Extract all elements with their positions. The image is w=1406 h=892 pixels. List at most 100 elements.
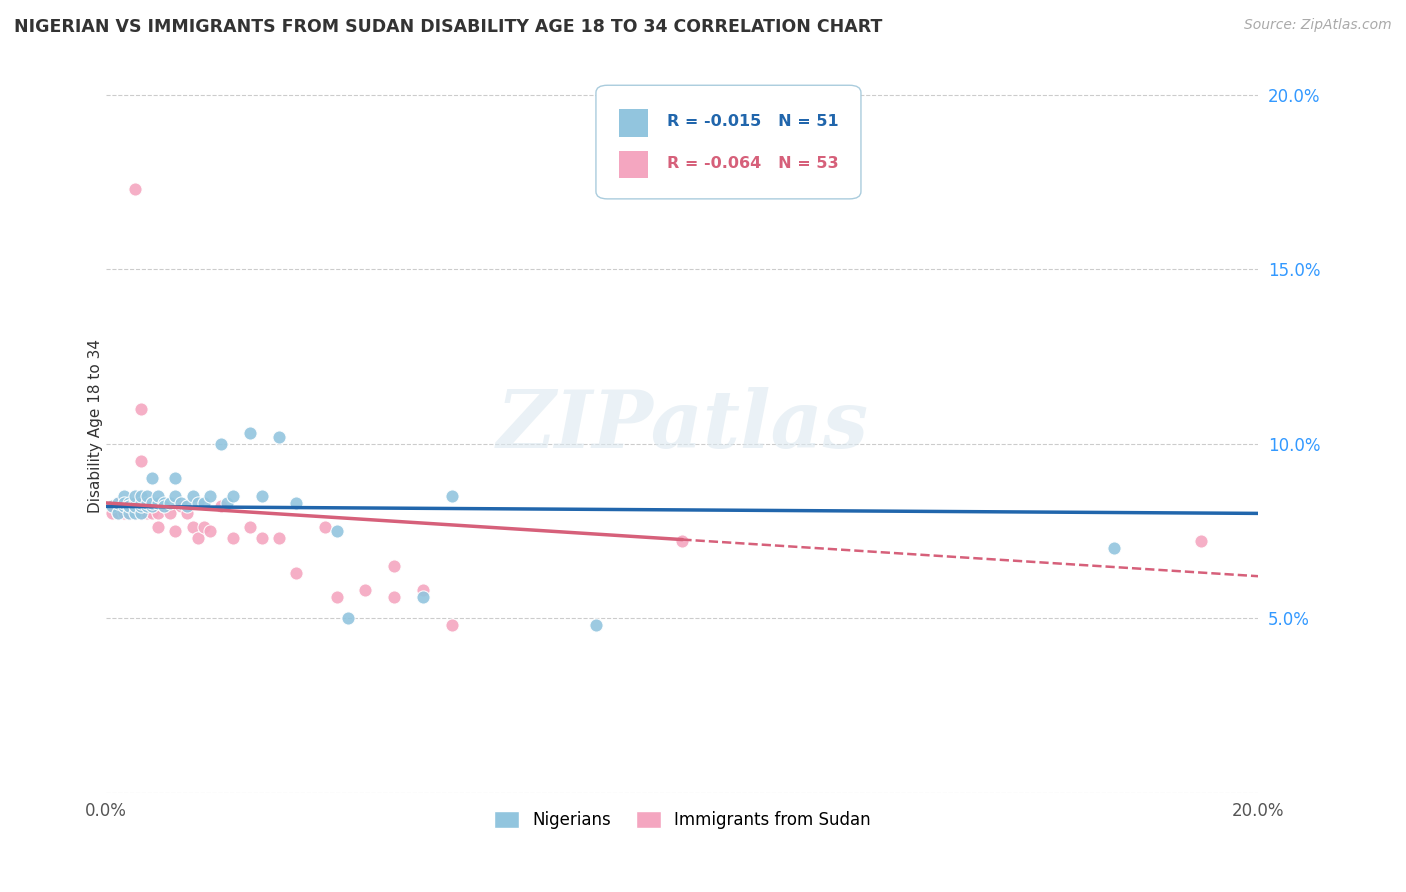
Point bbox=[153, 496, 176, 510]
Point bbox=[159, 496, 181, 510]
Point bbox=[211, 436, 233, 450]
Point bbox=[135, 496, 157, 510]
Point bbox=[101, 500, 124, 514]
Legend: Nigerians, Immigrants from Sudan: Nigerians, Immigrants from Sudan bbox=[486, 804, 877, 836]
Point bbox=[211, 500, 233, 514]
Point bbox=[146, 520, 169, 534]
Point bbox=[141, 496, 163, 510]
Point bbox=[337, 611, 360, 625]
Point bbox=[165, 489, 187, 503]
Point bbox=[146, 496, 169, 510]
Point bbox=[124, 496, 146, 510]
Point bbox=[141, 471, 163, 485]
Point bbox=[107, 507, 129, 521]
Point bbox=[314, 520, 336, 534]
Point bbox=[124, 507, 146, 521]
Point bbox=[141, 500, 163, 514]
Point bbox=[107, 500, 129, 514]
Text: NIGERIAN VS IMMIGRANTS FROM SUDAN DISABILITY AGE 18 TO 34 CORRELATION CHART: NIGERIAN VS IMMIGRANTS FROM SUDAN DISABI… bbox=[14, 18, 883, 36]
Point bbox=[129, 507, 152, 521]
Point bbox=[112, 496, 135, 510]
Point bbox=[193, 520, 215, 534]
Point bbox=[440, 489, 463, 503]
Point bbox=[250, 489, 273, 503]
Point bbox=[118, 500, 141, 514]
Point bbox=[325, 524, 347, 538]
Point bbox=[112, 507, 135, 521]
Point bbox=[129, 496, 152, 510]
Point bbox=[101, 507, 124, 521]
Point bbox=[153, 500, 176, 514]
FancyBboxPatch shape bbox=[596, 86, 860, 199]
Text: R = -0.064   N = 53: R = -0.064 N = 53 bbox=[668, 156, 839, 171]
Point bbox=[129, 489, 152, 503]
Point bbox=[146, 507, 169, 521]
Text: R = -0.015   N = 51: R = -0.015 N = 51 bbox=[668, 114, 839, 129]
Point bbox=[325, 590, 347, 604]
Point bbox=[124, 500, 146, 514]
Point bbox=[165, 471, 187, 485]
Point bbox=[671, 534, 693, 549]
Point bbox=[129, 500, 152, 514]
Point bbox=[585, 618, 607, 632]
Point bbox=[141, 500, 163, 514]
Point bbox=[107, 496, 129, 510]
Point bbox=[217, 496, 239, 510]
Point bbox=[181, 520, 204, 534]
Point bbox=[354, 583, 377, 598]
Y-axis label: Disability Age 18 to 34: Disability Age 18 to 34 bbox=[87, 339, 103, 513]
Point bbox=[159, 507, 181, 521]
Point bbox=[118, 500, 141, 514]
Point bbox=[239, 426, 262, 441]
Point bbox=[187, 531, 209, 545]
Point bbox=[135, 500, 157, 514]
FancyBboxPatch shape bbox=[619, 151, 648, 178]
Point bbox=[124, 182, 146, 196]
Point bbox=[112, 500, 135, 514]
Point bbox=[198, 489, 221, 503]
Point bbox=[118, 500, 141, 514]
Point bbox=[118, 507, 141, 521]
Point bbox=[129, 401, 152, 416]
Point bbox=[285, 496, 308, 510]
Point bbox=[1189, 534, 1212, 549]
Point bbox=[135, 489, 157, 503]
Point bbox=[267, 429, 290, 443]
Point bbox=[187, 496, 209, 510]
Point bbox=[135, 507, 157, 521]
Point bbox=[135, 500, 157, 514]
Point bbox=[176, 500, 198, 514]
Point bbox=[124, 500, 146, 514]
Point bbox=[124, 500, 146, 514]
Point bbox=[382, 558, 405, 573]
Point bbox=[107, 496, 129, 510]
Point bbox=[267, 531, 290, 545]
Point bbox=[382, 590, 405, 604]
Point bbox=[198, 524, 221, 538]
Point bbox=[181, 489, 204, 503]
Point bbox=[222, 531, 245, 545]
Point bbox=[118, 507, 141, 521]
Point bbox=[129, 454, 152, 468]
Point bbox=[124, 507, 146, 521]
Text: ZIPatlas: ZIPatlas bbox=[496, 387, 869, 465]
Point bbox=[129, 500, 152, 514]
Point bbox=[170, 500, 193, 514]
Point bbox=[112, 500, 135, 514]
Point bbox=[118, 496, 141, 510]
Point bbox=[146, 489, 169, 503]
Point bbox=[153, 500, 176, 514]
Point bbox=[146, 500, 169, 514]
Point bbox=[135, 496, 157, 510]
Point bbox=[124, 489, 146, 503]
Point bbox=[193, 496, 215, 510]
Point bbox=[129, 507, 152, 521]
Point bbox=[118, 496, 141, 510]
Point bbox=[285, 566, 308, 580]
Point bbox=[440, 618, 463, 632]
Point bbox=[165, 524, 187, 538]
Point bbox=[124, 496, 146, 510]
Point bbox=[141, 507, 163, 521]
Point bbox=[101, 500, 124, 514]
Point bbox=[112, 489, 135, 503]
